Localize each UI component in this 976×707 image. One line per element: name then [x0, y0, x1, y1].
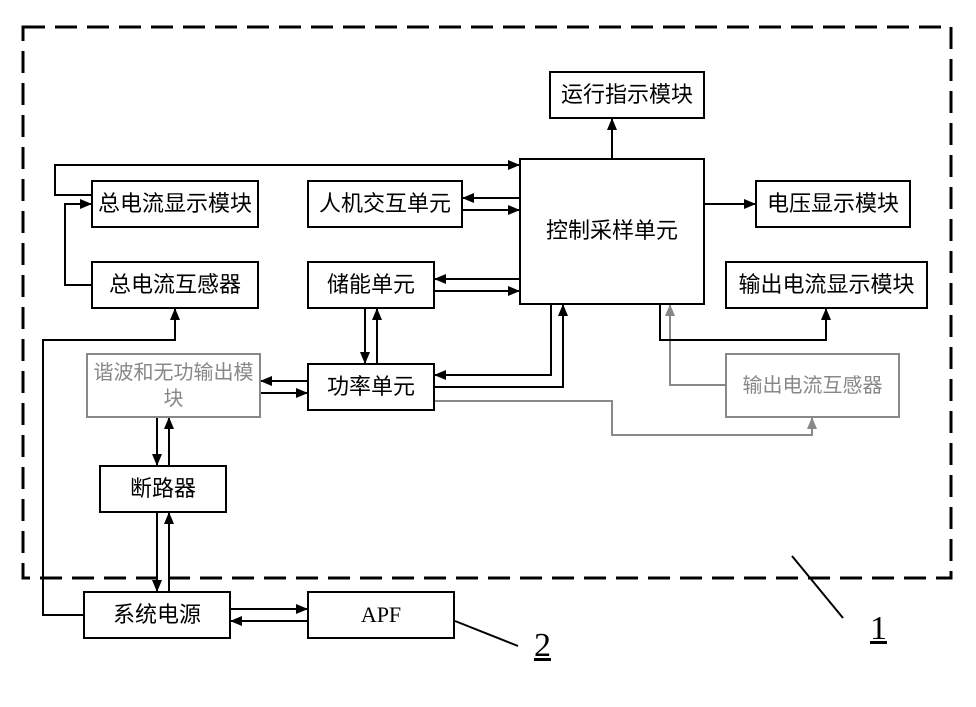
node-label-breaker: 断路器	[130, 475, 196, 504]
node-label-energy_storage: 储能单元	[327, 271, 415, 300]
node-total_i_trans: 总电流互感器	[91, 261, 259, 309]
node-hmi_unit: 人机交互单元	[307, 180, 463, 228]
node-energy_storage: 储能单元	[307, 261, 435, 309]
node-voltage_display: 电压显示模块	[755, 180, 911, 228]
node-label-sys_power: 系统电源	[113, 601, 201, 630]
node-label-total_i_display: 总电流显示模块	[98, 190, 252, 219]
diagram-canvas: 运行指示模块控制采样单元 人机交互单元 总电流显示模块 电压显示模块总电流互感器 储能单…	[0, 0, 976, 707]
node-label-total_i_trans: 总电流互感器	[109, 271, 241, 300]
node-power_unit: 功率单元	[307, 363, 435, 411]
node-apf: APF	[307, 591, 455, 639]
node-label-out_i_trans: 输出电流互感器	[743, 373, 883, 399]
node-label-harmonic_out: 谐波和无功输出模块	[92, 360, 255, 412]
edge-trans-display	[65, 204, 91, 285]
annotation-label2: 2	[534, 627, 551, 665]
node-label-run_indicator: 运行指示模块	[561, 81, 693, 110]
node-total_i_display: 总电流显示模块	[91, 180, 259, 228]
annotation-label1: 1	[870, 610, 887, 648]
node-label-hmi_unit: 人机交互单元	[319, 190, 451, 219]
node-breaker: 断路器	[99, 465, 227, 513]
node-run_indicator: 运行指示模块	[549, 71, 705, 119]
edge-ctrl-outdisplay	[660, 305, 826, 340]
edge-ctrl-to-power	[435, 305, 551, 375]
node-control_sample: 控制采样单元	[519, 158, 705, 305]
node-label-out_i_display: 输出电流显示模块	[738, 271, 914, 300]
node-harmonic_out: 谐波和无功输出模块	[86, 353, 261, 418]
edge-outtrans-ctrl	[670, 305, 725, 385]
node-out_i_trans: 输出电流互感器	[725, 353, 900, 418]
edge-power-to-ctrl	[435, 305, 563, 387]
node-sys_power: 系统电源	[83, 591, 231, 639]
annotation-leader1	[792, 556, 843, 618]
node-label-control_sample: 控制采样单元	[546, 217, 678, 246]
annotation-leader2	[455, 621, 518, 646]
node-label-apf: APF	[361, 601, 401, 630]
node-label-power_unit: 功率单元	[327, 373, 415, 402]
node-label-voltage_display: 电压显示模块	[767, 190, 899, 219]
node-out_i_display: 输出电流显示模块	[725, 261, 928, 309]
